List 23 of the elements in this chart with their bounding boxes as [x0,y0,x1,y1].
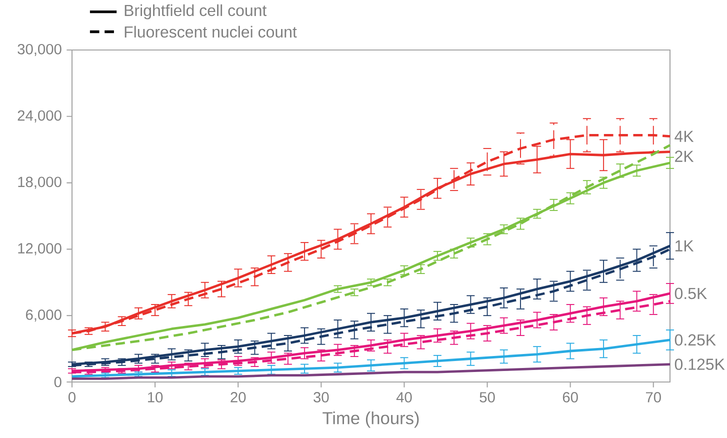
text: 2K [675,150,694,162]
y-tick-label: 18,000 [18,176,62,189]
text: Brightfield cell count [124,4,267,20]
y-tick-label: 12,000 [18,243,62,256]
x-tick-label: 50 [480,392,495,402]
text: 0.5K [674,288,707,300]
x-tick-label: 40 [396,392,412,402]
y-tick-label: 24,000 [18,110,62,122]
text: 0.125K [674,358,725,370]
x-tick-label: 0 [68,392,76,402]
text: 4K [674,130,694,142]
x-tick-label: 10 [148,392,163,402]
y-tick-label: 0 [54,376,62,388]
text: 1K [675,240,694,252]
text: Fluorescent nuclei count [124,26,297,38]
y-tick-label: 6,000 [26,310,62,322]
x-tick-label: 20 [230,392,246,402]
y-tick-label: 30,000 [18,44,62,56]
x-tick-label: 30 [314,392,329,402]
x-tick-label: 70 [646,392,661,402]
x-axis-title: Time (hours) [322,412,419,428]
x-tick-label: 60 [562,392,578,402]
text: 0.25K [674,334,716,346]
